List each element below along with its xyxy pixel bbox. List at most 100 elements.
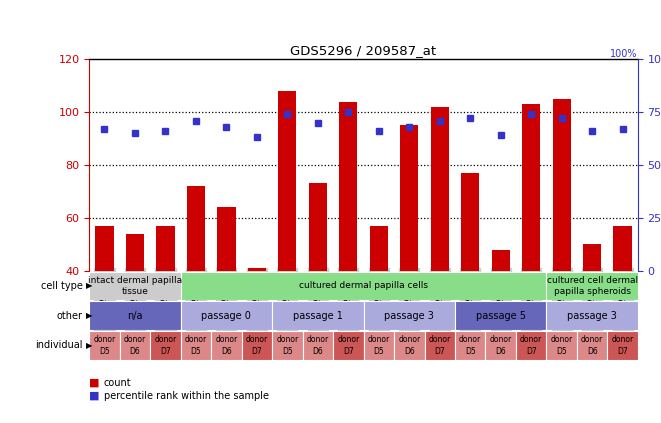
- Bar: [272, 331, 303, 360]
- Text: donor: donor: [611, 335, 634, 344]
- Text: D7: D7: [617, 347, 628, 356]
- Bar: [180, 301, 272, 330]
- Text: donor: donor: [459, 335, 481, 344]
- Text: D5: D5: [557, 347, 567, 356]
- Bar: [89, 272, 180, 300]
- Bar: [248, 268, 266, 271]
- Bar: [547, 272, 638, 300]
- Text: donor: donor: [428, 335, 451, 344]
- Text: donor: donor: [276, 335, 299, 344]
- Text: passage 3: passage 3: [567, 310, 617, 321]
- Bar: [272, 301, 364, 330]
- Text: cultured dermal papilla cells: cultured dermal papilla cells: [299, 281, 428, 291]
- Text: D5: D5: [373, 347, 384, 356]
- Text: passage 3: passage 3: [384, 310, 434, 321]
- Text: cultured cell dermal
papilla spheroids: cultured cell dermal papilla spheroids: [547, 276, 638, 296]
- Bar: [400, 125, 418, 271]
- Bar: [369, 226, 388, 271]
- Text: D5: D5: [99, 347, 110, 356]
- Bar: [242, 331, 272, 360]
- Bar: [516, 331, 547, 360]
- Text: D7: D7: [251, 347, 262, 356]
- Bar: [339, 102, 358, 271]
- Bar: [309, 184, 327, 271]
- Bar: [547, 301, 638, 330]
- Text: donor: donor: [581, 335, 603, 344]
- Text: donor: donor: [551, 335, 573, 344]
- Text: passage 0: passage 0: [202, 310, 251, 321]
- Text: D7: D7: [343, 347, 354, 356]
- Text: ■: ■: [89, 390, 100, 401]
- Text: n/a: n/a: [127, 310, 143, 321]
- Text: donor: donor: [337, 335, 360, 344]
- Bar: [424, 331, 455, 360]
- Text: donor: donor: [154, 335, 176, 344]
- Bar: [455, 331, 485, 360]
- Text: donor: donor: [246, 335, 268, 344]
- Text: donor: donor: [215, 335, 237, 344]
- Bar: [613, 226, 632, 271]
- Bar: [547, 331, 577, 360]
- Text: donor: donor: [520, 335, 542, 344]
- Bar: [364, 331, 394, 360]
- Text: donor: donor: [124, 335, 146, 344]
- Text: ▶: ▶: [86, 341, 93, 350]
- Bar: [303, 331, 333, 360]
- Bar: [217, 207, 235, 271]
- Bar: [364, 301, 455, 330]
- Text: percentile rank within the sample: percentile rank within the sample: [104, 390, 269, 401]
- Bar: [89, 331, 120, 360]
- Bar: [211, 331, 242, 360]
- Text: D6: D6: [313, 347, 323, 356]
- Text: passage 1: passage 1: [293, 310, 343, 321]
- Bar: [156, 226, 175, 271]
- Text: D7: D7: [434, 347, 445, 356]
- Text: donor: donor: [398, 335, 420, 344]
- Bar: [394, 331, 424, 360]
- Text: 100%: 100%: [610, 49, 638, 59]
- Bar: [126, 233, 144, 271]
- Text: donor: donor: [368, 335, 390, 344]
- Text: D5: D5: [282, 347, 293, 356]
- Text: ▶: ▶: [86, 281, 93, 291]
- Bar: [89, 301, 180, 330]
- Bar: [150, 331, 180, 360]
- Text: donor: donor: [185, 335, 207, 344]
- Text: donor: donor: [490, 335, 512, 344]
- Bar: [461, 173, 479, 271]
- Text: D7: D7: [160, 347, 171, 356]
- Text: D6: D6: [404, 347, 414, 356]
- Bar: [120, 331, 150, 360]
- Text: cell type: cell type: [41, 281, 83, 291]
- Bar: [485, 331, 516, 360]
- Bar: [95, 226, 114, 271]
- Text: other: other: [57, 310, 83, 321]
- Text: ▶: ▶: [86, 311, 93, 320]
- Bar: [577, 331, 607, 360]
- Bar: [583, 244, 602, 271]
- Bar: [430, 107, 449, 271]
- Text: D5: D5: [465, 347, 476, 356]
- Text: D6: D6: [587, 347, 598, 356]
- Bar: [278, 91, 297, 271]
- Text: intact dermal papilla
tissue: intact dermal papilla tissue: [88, 276, 182, 296]
- Text: D5: D5: [190, 347, 202, 356]
- Title: GDS5296 / 209587_at: GDS5296 / 209587_at: [290, 44, 437, 57]
- Bar: [187, 186, 205, 271]
- Bar: [180, 272, 547, 300]
- Text: passage 5: passage 5: [476, 310, 525, 321]
- Bar: [492, 250, 510, 271]
- Bar: [333, 331, 364, 360]
- Bar: [607, 331, 638, 360]
- Text: D6: D6: [130, 347, 140, 356]
- Text: D6: D6: [495, 347, 506, 356]
- Bar: [180, 331, 211, 360]
- Bar: [522, 104, 540, 271]
- Text: count: count: [104, 378, 132, 388]
- Text: donor: donor: [307, 335, 329, 344]
- Bar: [455, 301, 547, 330]
- Text: D6: D6: [221, 347, 232, 356]
- Text: individual: individual: [35, 340, 83, 350]
- Text: donor: donor: [93, 335, 116, 344]
- Text: ■: ■: [89, 378, 100, 388]
